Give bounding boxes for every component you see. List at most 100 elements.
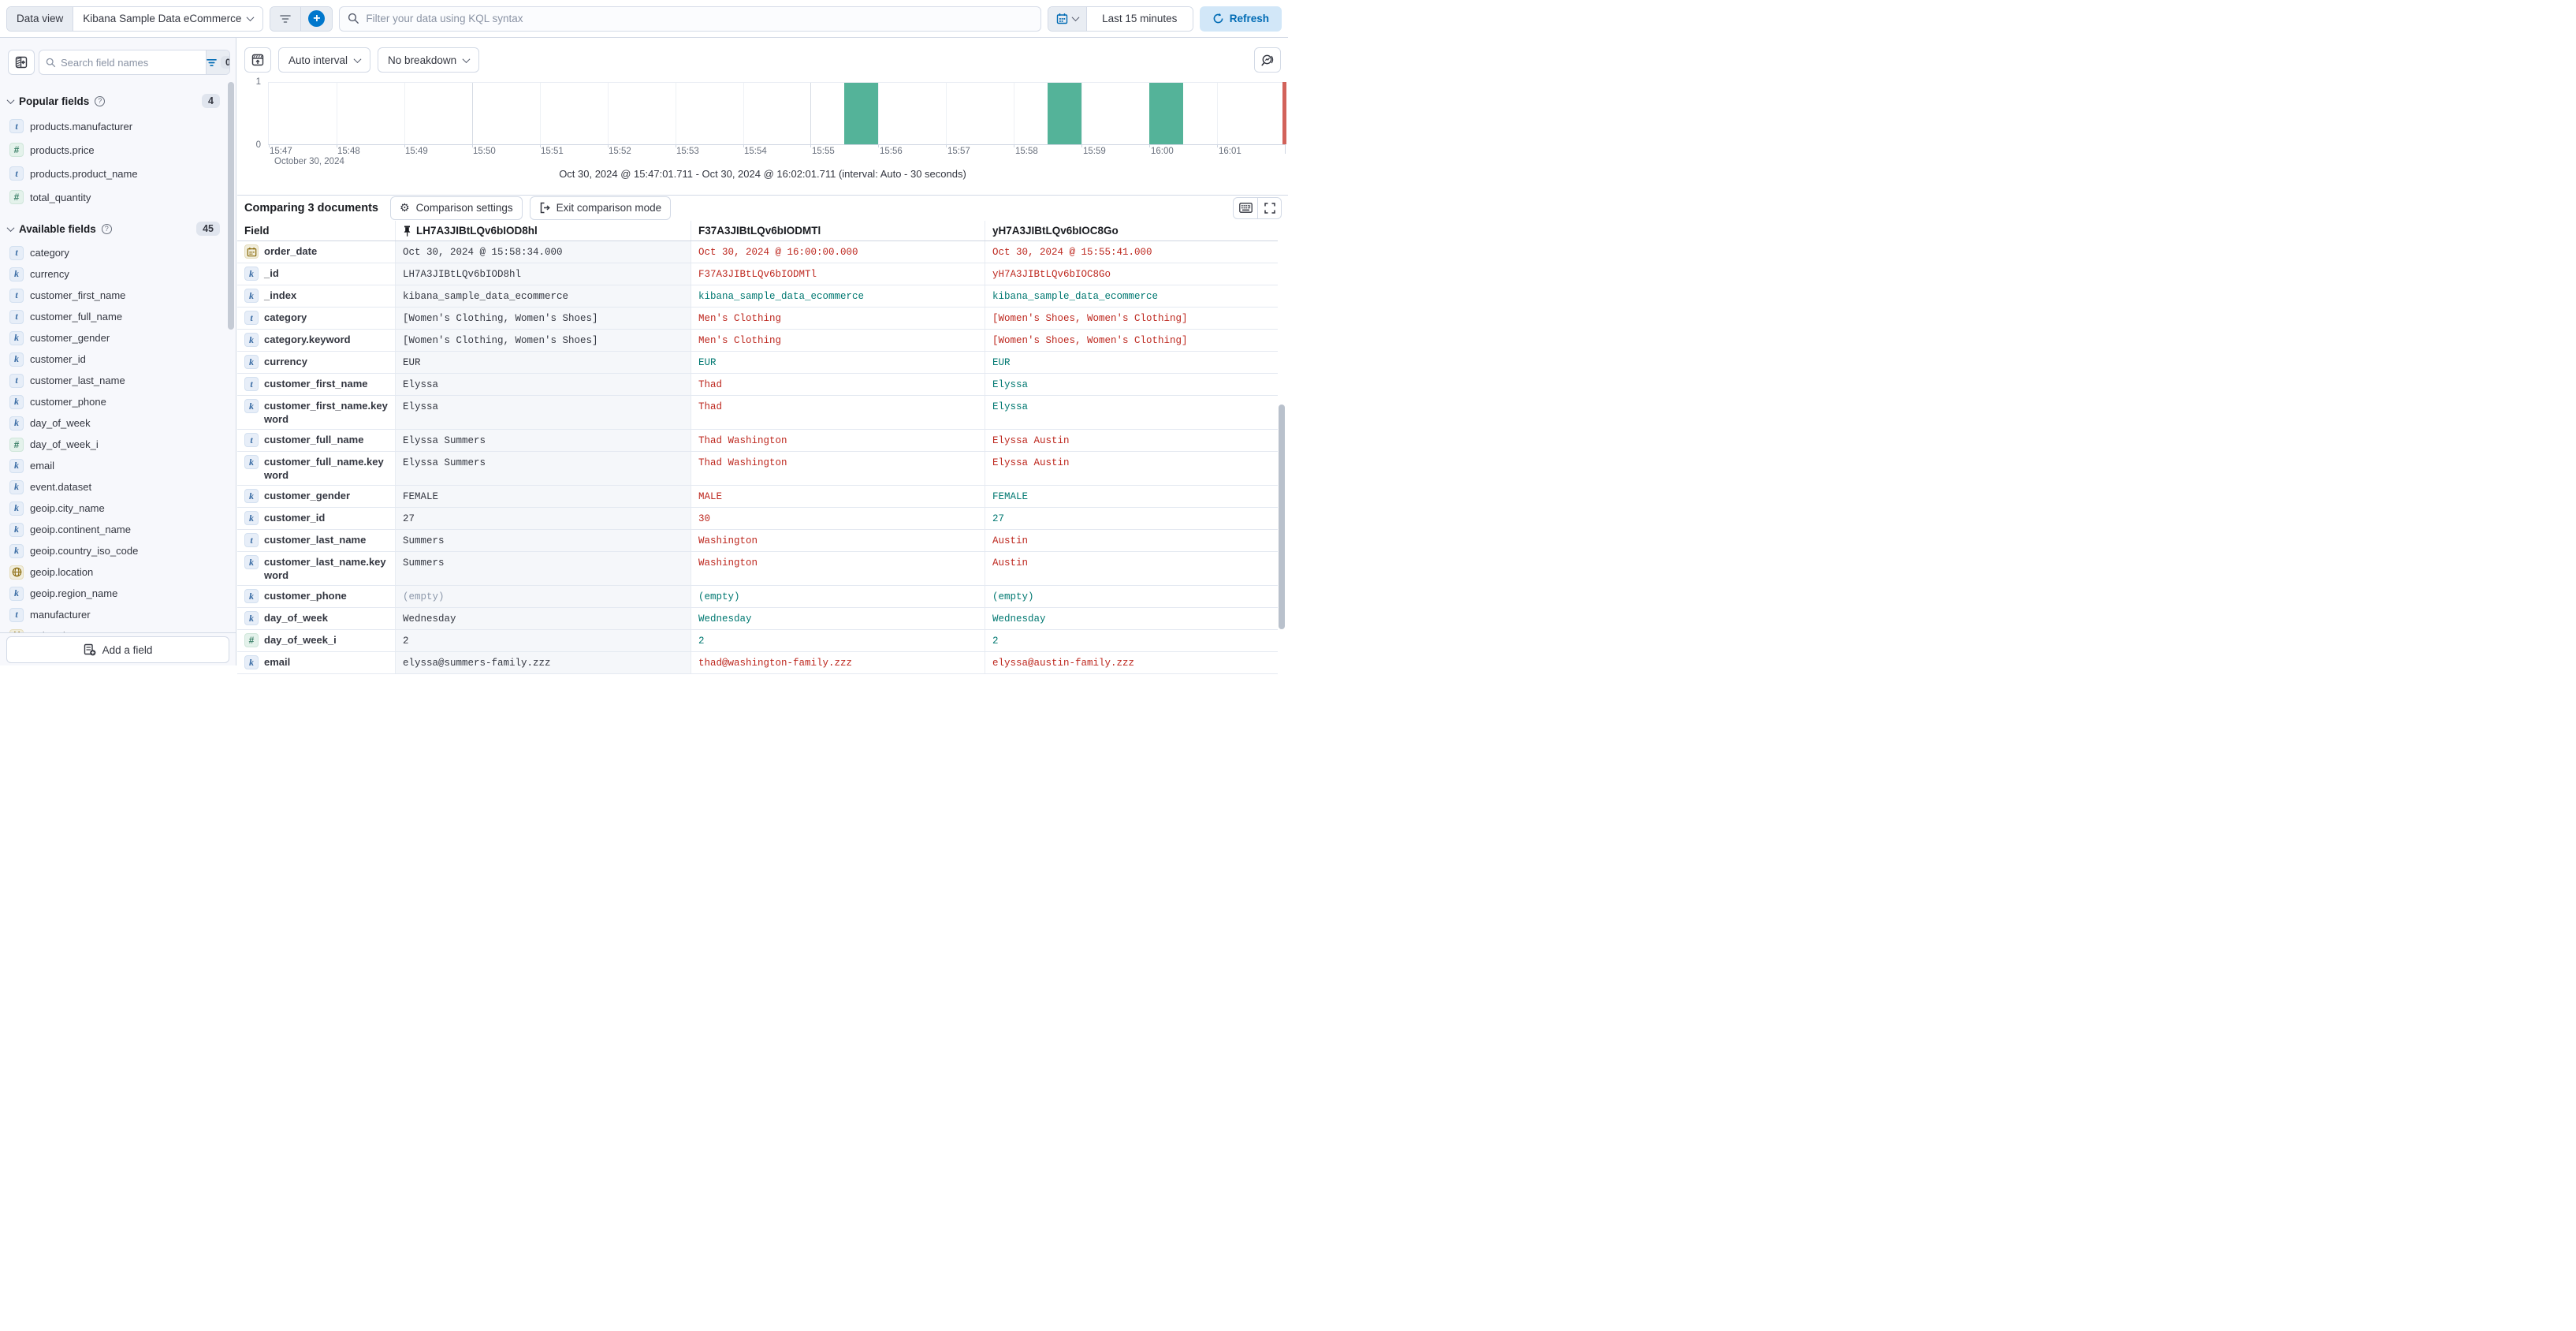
time-range-button[interactable]: Last 15 minutes <box>1085 6 1193 31</box>
sidebar-field-item[interactable]: k geoip.city_name <box>8 498 229 519</box>
doc-column-header[interactable]: yH7A3JIBtLQv6bIOC8Go <box>985 221 1278 240</box>
sidebar-field-item[interactable]: k geoip.country_iso_code <box>8 540 229 561</box>
sidebar-field-item[interactable]: t customer_full_name <box>8 306 229 327</box>
keyboard-shortcuts-button[interactable] <box>1234 198 1257 218</box>
text-field-icon: t <box>244 311 259 325</box>
doc-value-cell: [Women's Shoes, Women's Clothing] <box>985 330 1278 351</box>
edit-visualization-button[interactable] <box>1254 47 1281 73</box>
popular-fields-header[interactable]: Popular fields ? 4 <box>6 92 229 110</box>
sidebar-field-item[interactable]: k day_of_week <box>8 412 229 434</box>
field-cell[interactable]: k email <box>237 652 395 673</box>
field-cell[interactable]: k day_of_week <box>237 608 395 629</box>
hide-chart-button[interactable] <box>244 47 271 73</box>
field-cell[interactable]: k customer_last_name.keyword <box>237 552 395 585</box>
sidebar-field-item[interactable]: t manufacturer <box>8 604 229 625</box>
x-axis-tick-label: 15:54 <box>744 147 767 156</box>
keyword-field-icon: k <box>244 589 259 603</box>
sidebar-field-item[interactable]: order_date <box>8 625 229 632</box>
pinned-doc-column-header[interactable]: LH7A3JIBtLQv6bIOD8hl <box>395 221 691 240</box>
collapse-sidebar-button[interactable] <box>8 50 35 75</box>
pinned-doc-value: FEMALE <box>403 491 439 502</box>
sidebar-field-item[interactable]: k customer_gender <box>8 327 229 349</box>
sidebar-field-item[interactable]: k email <box>8 455 229 476</box>
sidebar-field-item[interactable]: t category <box>8 242 229 263</box>
doc-value-cell: Thad <box>691 374 985 395</box>
sidebar-field-item[interactable]: t customer_last_name <box>8 370 229 391</box>
sidebar-scrollbar[interactable] <box>228 82 234 330</box>
search-icon <box>348 13 359 24</box>
field-cell[interactable]: t customer_full_name <box>237 430 395 451</box>
breakdown-dropdown[interactable]: No breakdown <box>378 47 480 73</box>
field-cell[interactable]: k customer_phone <box>237 586 395 607</box>
histogram-bar[interactable] <box>1048 83 1082 144</box>
fullscreen-button[interactable] <box>1257 197 1281 218</box>
field-search-input[interactable] <box>61 56 199 69</box>
add-filter-button[interactable]: + <box>300 6 333 31</box>
keyword-field-icon: k <box>9 352 24 367</box>
doc-value: Wednesday <box>992 613 1046 624</box>
comparison-settings-button[interactable]: ⚙ Comparison settings <box>390 196 523 220</box>
field-cell[interactable]: k customer_gender <box>237 486 395 507</box>
sidebar-field-item[interactable]: k customer_phone <box>8 391 229 412</box>
doc-value-cell: kibana_sample_data_ecommerce <box>985 285 1278 307</box>
sidebar-field-label: customer_phone <box>30 396 106 408</box>
axis-tick <box>539 144 541 147</box>
histogram-bar[interactable] <box>844 83 879 144</box>
sidebar-field-item[interactable]: geoip.location <box>8 561 229 583</box>
available-fields-header[interactable]: Available fields ? 45 <box>6 220 229 237</box>
kibana-discover-app: Data view Kibana Sample Data eCommerce + <box>0 0 1288 674</box>
kql-query-input[interactable] <box>366 13 1033 24</box>
field-filter-button[interactable]: 0 <box>206 50 229 74</box>
filter-menu-button[interactable] <box>270 6 301 31</box>
exit-comparison-button[interactable]: Exit comparison mode <box>529 196 672 220</box>
doc-value-cell: 2 <box>985 630 1278 651</box>
add-field-button[interactable]: Add a field <box>6 636 229 663</box>
sidebar-field-item[interactable]: k currency <box>8 263 229 285</box>
refresh-button[interactable]: Refresh <box>1199 6 1282 32</box>
field-cell[interactable]: order_date <box>237 241 395 263</box>
sidebar-field-item[interactable]: k geoip.continent_name <box>8 519 229 540</box>
field-name: customer_full_name.keyword <box>264 456 384 481</box>
data-view-picker[interactable]: Kibana Sample Data eCommerce <box>73 6 263 31</box>
comparison-table-row: # day_of_week_i 2 2 2 <box>237 630 1278 652</box>
field-cell[interactable]: k customer_id <box>237 508 395 529</box>
histogram-plot[interactable] <box>268 82 1286 154</box>
y-axis-max-label: 1 <box>255 77 261 87</box>
doc-value: Washington <box>698 557 758 569</box>
axis-tick <box>1217 144 1219 147</box>
field-cell[interactable]: k _index <box>237 285 395 307</box>
date-picker-button[interactable] <box>1048 6 1086 31</box>
field-cell[interactable]: t customer_first_name <box>237 374 395 395</box>
table-scrollbar[interactable] <box>1279 405 1285 629</box>
field-cell[interactable]: # day_of_week_i <box>237 630 395 651</box>
doc-column-header[interactable]: F37A3JIBtLQv6bIODMTl <box>691 221 985 240</box>
axis-tick <box>810 144 812 147</box>
sidebar-field-item[interactable]: # total_quantity <box>8 185 229 209</box>
histogram-bar[interactable] <box>1149 83 1184 144</box>
field-cell[interactable]: t customer_last_name <box>237 530 395 551</box>
field-cell[interactable]: k customer_full_name.keyword <box>237 452 395 485</box>
pinned-doc-value: LH7A3JIBtLQv6bIOD8hl <box>403 269 522 280</box>
field-cell[interactable]: k currency <box>237 352 395 373</box>
field-cell[interactable]: t category <box>237 308 395 329</box>
fullscreen-icon <box>1264 202 1275 214</box>
field-cell[interactable]: k category.keyword <box>237 330 395 351</box>
field-cell[interactable]: k customer_first_name.keyword <box>237 396 395 429</box>
interval-dropdown[interactable]: Auto interval <box>278 47 371 73</box>
sidebar-field-item[interactable]: t products.product_name <box>8 162 229 185</box>
sidebar-field-item[interactable]: k geoip.region_name <box>8 583 229 604</box>
sidebar-field-item[interactable]: # day_of_week_i <box>8 434 229 455</box>
sidebar-field-item[interactable]: k event.dataset <box>8 476 229 498</box>
sidebar-field-item[interactable]: t products.manufacturer <box>8 114 229 138</box>
field-cell[interactable]: k _id <box>237 263 395 285</box>
gridline <box>539 83 541 144</box>
search-icon <box>46 58 56 67</box>
keyword-field-icon: k <box>244 355 259 369</box>
sidebar-field-label: day_of_week <box>30 417 91 429</box>
sidebar-footer: Add a field <box>0 632 236 666</box>
pinned-doc-value-cell: 2 <box>395 630 691 651</box>
sidebar-field-item[interactable]: # products.price <box>8 138 229 162</box>
sidebar-field-item[interactable]: t customer_first_name <box>8 285 229 306</box>
sidebar-field-item[interactable]: k customer_id <box>8 349 229 370</box>
chevron-down-icon <box>6 223 15 232</box>
